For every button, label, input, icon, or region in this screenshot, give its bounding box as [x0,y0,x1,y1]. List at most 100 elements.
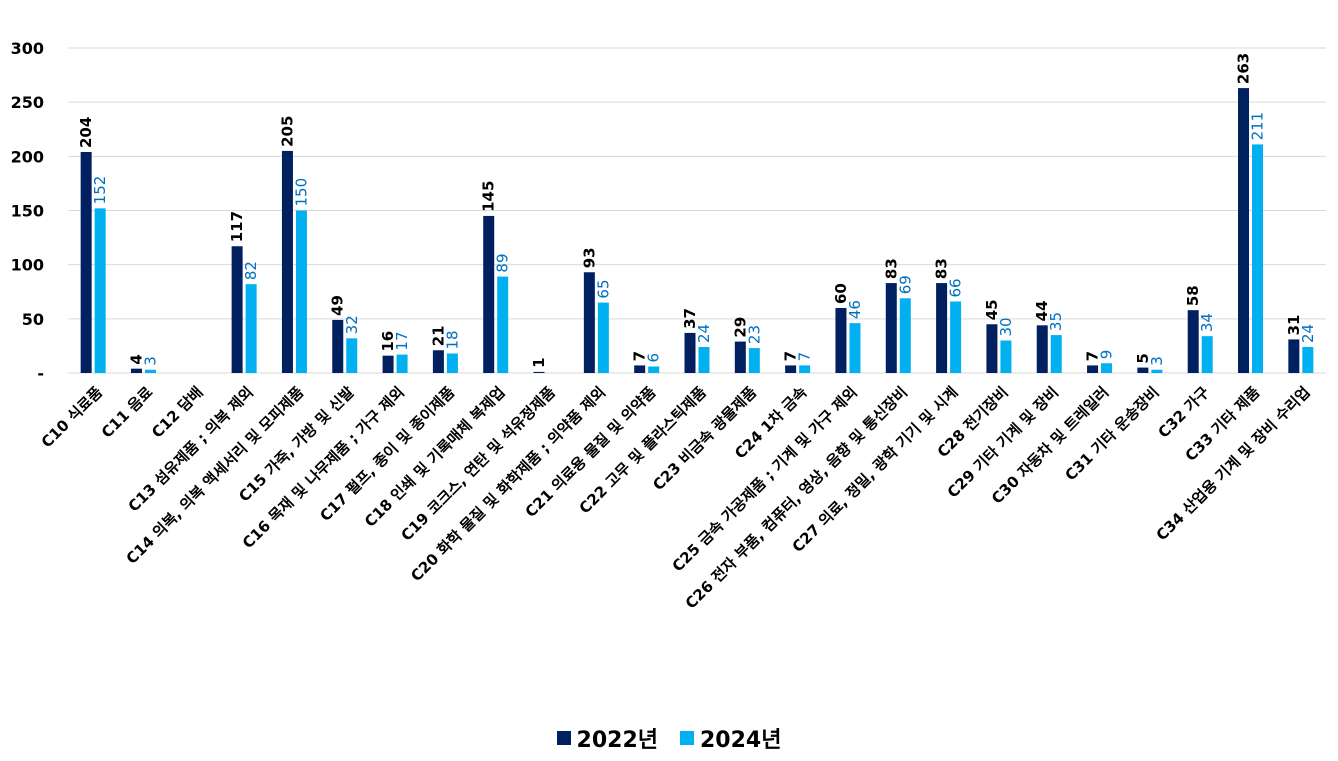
bar-2022년 [583,272,595,373]
bar-2024년 [799,365,811,373]
gridlines [68,47,1326,374]
bar-2022년 [1087,365,1099,373]
y-tick-label: 150 [11,202,44,221]
bar-2022년 [432,350,444,373]
data-label: 49 [329,295,347,316]
data-label: 5 [1134,353,1152,363]
bar-2022년 [1137,367,1149,373]
bar-2022년 [634,365,646,373]
data-label: 205 [278,116,296,147]
data-label: 60 [832,283,850,304]
data-label: 3 [141,356,159,366]
bar-2022년 [1288,339,1300,373]
legend-label-2024: 2024년 [700,728,782,753]
data-label: 93 [580,247,598,268]
bar-2024년 [899,298,911,373]
data-label: 23 [745,325,763,344]
bar-2024년 [346,338,358,373]
data-label: 83 [882,258,900,279]
bar-2024년 [245,284,257,373]
bars [80,88,1314,373]
data-label: 18 [443,330,461,349]
bar-2022년 [684,332,696,373]
legend-item-2022: 2022년 [556,722,658,754]
bar-2024년 [1252,144,1264,373]
bar-2022년 [885,283,897,373]
data-label: 34 [1198,313,1216,332]
data-label: 45 [983,299,1001,320]
bar-2024년 [144,369,156,373]
data-label: 3 [1148,356,1166,366]
data-label: 44 [1033,300,1051,321]
bar-2024년 [950,301,962,373]
bar-2022년 [382,355,394,373]
data-label: 89 [494,253,512,272]
data-label: 58 [1184,285,1202,306]
bar-2022년 [986,324,998,373]
bar-2022년 [1238,88,1250,373]
data-label: 21 [429,325,447,346]
bar-2024년 [1302,347,1314,373]
data-label: 1 [530,357,548,367]
data-label: 35 [1047,312,1065,331]
bar-2022년 [483,215,495,373]
data-label: 24 [1299,324,1317,343]
bar-2022년 [281,150,293,373]
data-label: 32 [343,315,361,334]
data-label: 7 [796,352,814,362]
bar-2022년 [734,341,746,373]
data-label: 17 [393,331,411,350]
bar-2024년 [849,323,861,373]
data-label: 82 [242,261,260,280]
data-label: 4 [127,354,145,364]
bar-2024년 [1050,335,1062,373]
y-tick-label: 300 [11,39,44,58]
data-label: 83 [933,258,951,279]
bar-2024년 [1000,340,1012,373]
y-tick-label: - [37,364,44,383]
data-label: 152 [91,176,109,205]
data-label: 30 [997,317,1015,336]
bar-2024년 [295,210,307,373]
data-label: 29 [731,317,749,338]
bar-2022년 [332,319,344,373]
x-tick-label: C11 음료 [98,383,157,442]
bar-2024년 [396,354,408,373]
bar-2022년 [936,283,948,373]
legend: 2022년 2024년 [0,722,1338,754]
y-tick-label: 100 [11,256,44,275]
data-label: 150 [292,178,310,207]
bar-2024년 [446,353,458,373]
data-label: 7 [782,351,800,361]
y-axis: - 50 100 150 200 250 300 [11,39,44,383]
bar-2022년 [1036,325,1048,373]
legend-swatch-2022 [556,731,571,745]
x-tick-label: C10 식료품 [38,383,106,451]
data-label: 6 [645,353,663,363]
data-label: 145 [480,181,498,212]
bar-2024년 [748,348,760,373]
bar-2024년 [94,208,106,373]
data-label: 7 [631,351,649,361]
y-tick-label: 50 [22,310,44,329]
bar-2024년 [1151,369,1163,373]
data-label: 9 [1098,350,1116,360]
data-label: 24 [695,324,713,343]
bar-2024년 [698,347,710,373]
data-label: 263 [1235,53,1253,84]
data-label: 204 [77,117,95,148]
bar-2022년 [785,365,797,373]
data-label: 117 [228,211,246,242]
bar-2024년 [497,276,509,373]
data-label: 16 [379,331,397,352]
y-tick-label: 200 [11,147,44,166]
bar-2024년 [1201,336,1213,373]
x-tick-label: C31 기타 운송장비 [1061,383,1162,484]
data-label: 65 [594,279,612,298]
bar-2024년 [597,302,609,373]
bar-2022년 [231,246,243,373]
data-label: 66 [947,278,965,297]
